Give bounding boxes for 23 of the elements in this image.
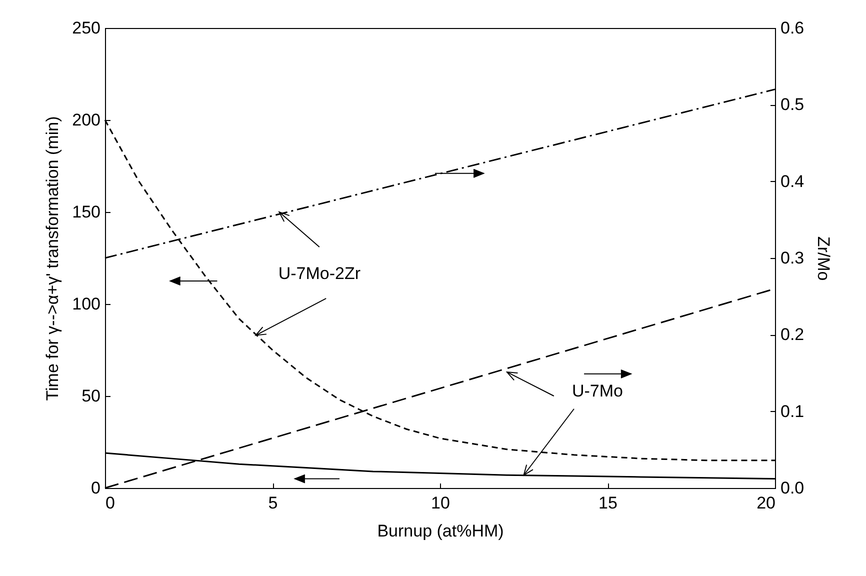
y-tick-label: 150	[72, 202, 100, 222]
y-tick-label: 200	[72, 110, 100, 130]
x-tick-label: 20	[756, 494, 776, 512]
annotation: U-7Mo	[572, 381, 623, 400]
y-tick-label: 250	[72, 18, 100, 38]
y2-tick-label: 0.5	[780, 95, 804, 114]
y-tick-label: 0	[91, 478, 100, 498]
y-tick-label: 50	[82, 386, 100, 406]
annotation: U-7Mo-2Zr	[278, 264, 361, 284]
y2-tick-label: 0.6	[780, 18, 804, 38]
y2-tick-label: 0.2	[780, 325, 804, 344]
y2-tick-label: 0.1	[780, 402, 804, 421]
y2-tick-label: 0.0	[780, 478, 804, 498]
y2-axis-title: Zr/Mo	[814, 236, 834, 281]
y2-tick-label: 0.4	[780, 172, 804, 191]
y2-tick-label: 0.3	[780, 248, 804, 268]
x-axis-title: Burnup (at%HM)	[377, 522, 504, 540]
x-tick-label: 15	[598, 494, 618, 512]
y-tick-label: 100	[72, 294, 100, 314]
x-tick-label: 0	[106, 494, 115, 512]
x-tick-label: 10	[431, 494, 450, 512]
x-tick-label: 5	[268, 494, 278, 512]
y-axis-title: Time for γ-->α+γ' transformation (min)	[43, 116, 62, 401]
